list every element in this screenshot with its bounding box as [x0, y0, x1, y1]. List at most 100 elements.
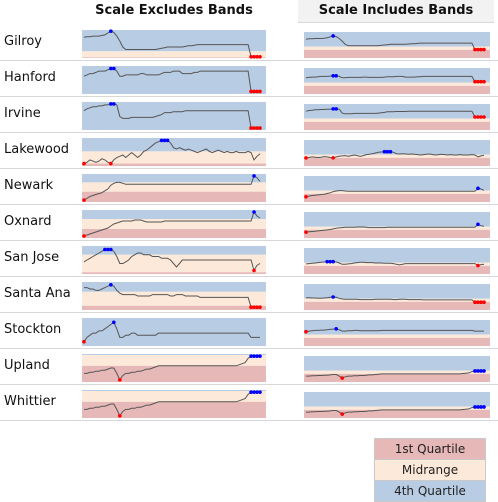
sparkline-right-low-point — [304, 156, 308, 160]
sparkline-right-high-point — [476, 369, 480, 373]
sparkline-left-low-point — [252, 89, 256, 94]
sparkline-left-low-point — [117, 378, 122, 382]
sparkline-left-series-line — [83, 175, 261, 201]
sparkline-left — [82, 102, 266, 130]
sparkline-right-high-point — [473, 369, 477, 373]
sparkline-right-low-point — [473, 79, 477, 84]
legend-item-q1: 1st Quartile — [374, 438, 486, 460]
sparkline-left-high-point — [109, 66, 113, 71]
sparkline-right-high-point — [482, 405, 486, 409]
sparkline-left-series-line — [84, 284, 260, 308]
row-divider — [0, 204, 498, 205]
sparkline-left-band-q1 — [82, 57, 266, 58]
sparkline-left-high-point — [249, 354, 253, 358]
sparkline-right-low-point — [340, 376, 345, 380]
row-divider — [0, 96, 498, 97]
sparkline-left-band-midrange — [82, 391, 266, 402]
city-label: Whittier — [4, 394, 56, 409]
sparkline-right-low-point — [473, 300, 477, 304]
sparkline-right-band-midrange — [304, 334, 490, 338]
sparkline-left-high-point — [112, 66, 116, 71]
sparkline-right-low-point — [473, 115, 477, 119]
header-scale-includes: Scale Includes Bands — [298, 0, 494, 23]
sparkline-right — [304, 104, 490, 130]
sparkline-right-low-point — [479, 115, 483, 119]
sparkline-right — [304, 284, 490, 310]
sparkline-right-band-q1 — [304, 409, 490, 418]
sparkline-left-band-q1 — [82, 305, 266, 310]
row-divider — [0, 420, 498, 421]
sparkline-right — [304, 176, 490, 202]
sparkline-left-low-point — [252, 54, 256, 59]
sparkline-left-band-q4 — [82, 102, 266, 130]
row-divider — [0, 276, 498, 277]
sparkline-right-low-point — [482, 300, 486, 304]
city-label: San Jose — [4, 250, 60, 265]
sparkline-left-series-line — [83, 249, 261, 272]
sparkline-right-low-point — [482, 115, 486, 119]
sparkline-left — [82, 66, 266, 94]
sparkline-left-low-point — [255, 126, 259, 130]
sparkline-left-series-line — [83, 139, 261, 165]
sparkline-left — [82, 282, 266, 310]
sparkline-left-low-point — [249, 305, 253, 309]
sparkline-left-low-point — [82, 161, 86, 166]
sparkline-right-band-q1 — [304, 373, 490, 382]
sparkline-left-low-point — [117, 414, 122, 418]
sparkline-right-high-point — [479, 405, 483, 409]
sparkline-right-low-point — [482, 47, 486, 52]
row-divider — [0, 384, 498, 385]
sparkline-left-high-point — [255, 390, 259, 394]
sparkline-left-low-point — [255, 89, 259, 94]
sparkline-right-band-midrange — [304, 154, 490, 158]
row-divider — [0, 240, 498, 241]
sparkline-left-low-point — [249, 54, 253, 59]
sparkline-left-high-point — [165, 138, 170, 143]
sparkline-right-high-point — [328, 259, 332, 264]
sparkline-right-band-q1 — [304, 49, 490, 58]
sparkline-right-low-point — [479, 79, 483, 84]
sparkline-left-band-q1 — [82, 272, 266, 274]
sparkline-left-band-midrange — [82, 51, 266, 58]
sparkline-left-band-q1 — [82, 229, 266, 238]
sparkline-left-high-point — [109, 102, 113, 106]
sparkline-left-band-midrange — [82, 355, 266, 366]
city-label: Irvine — [4, 106, 41, 121]
sparkline-left-low-point — [258, 126, 262, 130]
legend-item-midrange: Midrange — [374, 460, 486, 481]
sparkline-left — [82, 210, 266, 238]
sparkline-left-high-point — [109, 283, 113, 287]
city-label: Gilroy — [4, 34, 43, 49]
sparkline-right-high-point — [479, 369, 483, 373]
sparkline-left-series-line — [83, 210, 261, 237]
sparkline-right-band-midrange — [304, 406, 490, 410]
sparkline-left — [82, 390, 266, 418]
sparkline-right-band-q4 — [304, 68, 490, 83]
sparkline-right — [304, 320, 490, 346]
sparkline-left-band-q1 — [82, 365, 266, 382]
sparkline-right-high-point — [331, 259, 335, 264]
row-divider — [0, 348, 498, 349]
sparkline-left-high-point — [249, 390, 253, 394]
city-label: Newark — [4, 178, 54, 193]
sparkline-left-low-point — [258, 89, 262, 94]
sparkline-right-low-point — [304, 329, 308, 334]
sparkline-left — [82, 174, 266, 202]
sparkline-right-high-point — [482, 369, 486, 373]
sparkline-right-band-midrange — [304, 370, 490, 374]
sparkline-right-band-q1 — [304, 229, 490, 238]
sparkline-right-band-midrange — [304, 46, 490, 50]
sparkline-right-high-point — [334, 326, 338, 331]
sparkline-left-high-point — [112, 102, 116, 106]
sparkline-right-high-point — [382, 149, 387, 154]
sparkline-right — [304, 140, 490, 166]
city-label: Oxnard — [4, 214, 52, 229]
sparkline-left-high-point — [258, 390, 262, 394]
sparkline-right-high-point — [476, 222, 480, 227]
sparkline-right-high-point — [334, 107, 338, 111]
sparkline-right-band-midrange — [304, 298, 490, 302]
sparkline-right — [304, 212, 490, 238]
sparkline-left-band-q4 — [82, 210, 266, 219]
sparkline-left-low-point — [82, 234, 86, 238]
sparkline-right-band-q1 — [304, 85, 490, 94]
